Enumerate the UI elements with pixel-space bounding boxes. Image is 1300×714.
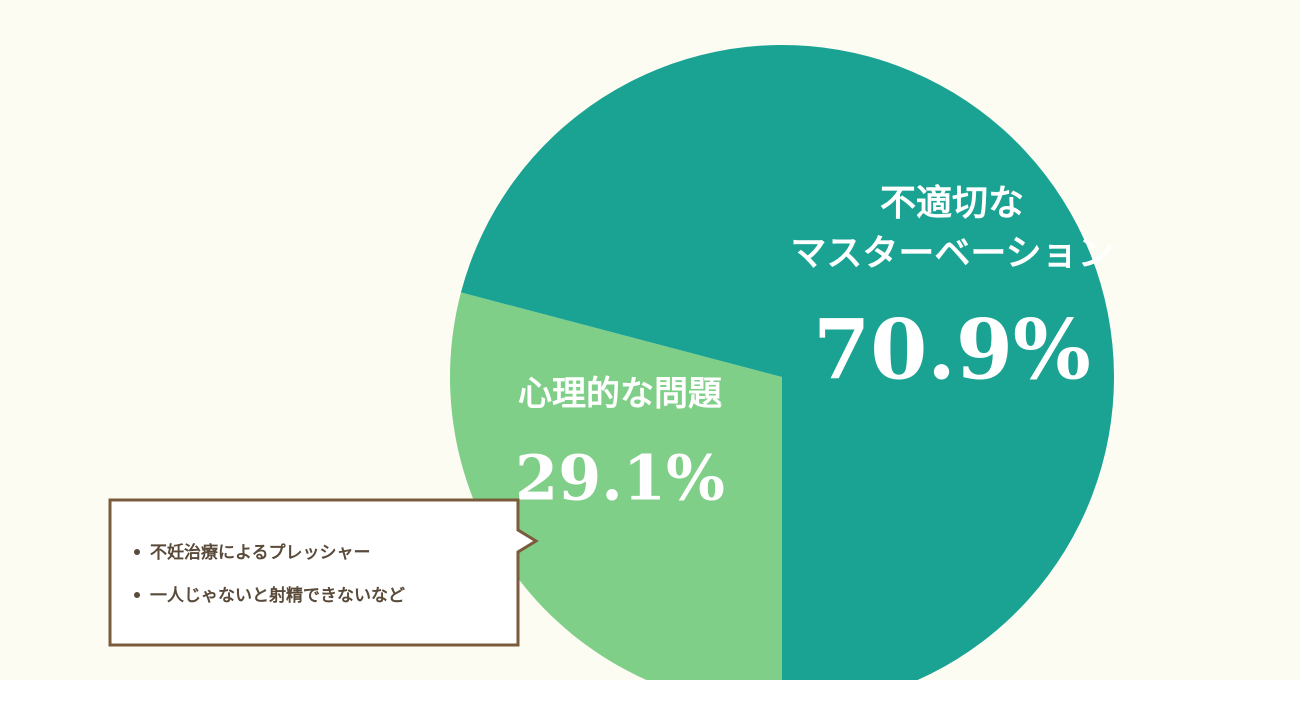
pie (450, 44, 1115, 709)
slice-value: 29.1% (515, 442, 725, 515)
bullet (134, 592, 140, 598)
callout: 不妊治療によるプレッシャー 一人じゃないと射精できないなど (108, 498, 539, 647)
callout-item: 一人じゃないと射精できないなど (150, 585, 405, 606)
callout-item: 不妊治療によるプレッシャー (150, 542, 371, 563)
slice-name: 不適切な (880, 182, 1024, 224)
slice-name: 心理的な問題 (518, 374, 722, 414)
pie-slice (450, 292, 782, 709)
callout-box (108, 498, 539, 647)
pie-slice (460, 44, 1115, 709)
slice-value: 70.9% (813, 303, 1091, 399)
bottom-strip (0, 680, 1300, 710)
slice-name: マスターベーション (790, 232, 1113, 274)
bullet (134, 549, 140, 555)
